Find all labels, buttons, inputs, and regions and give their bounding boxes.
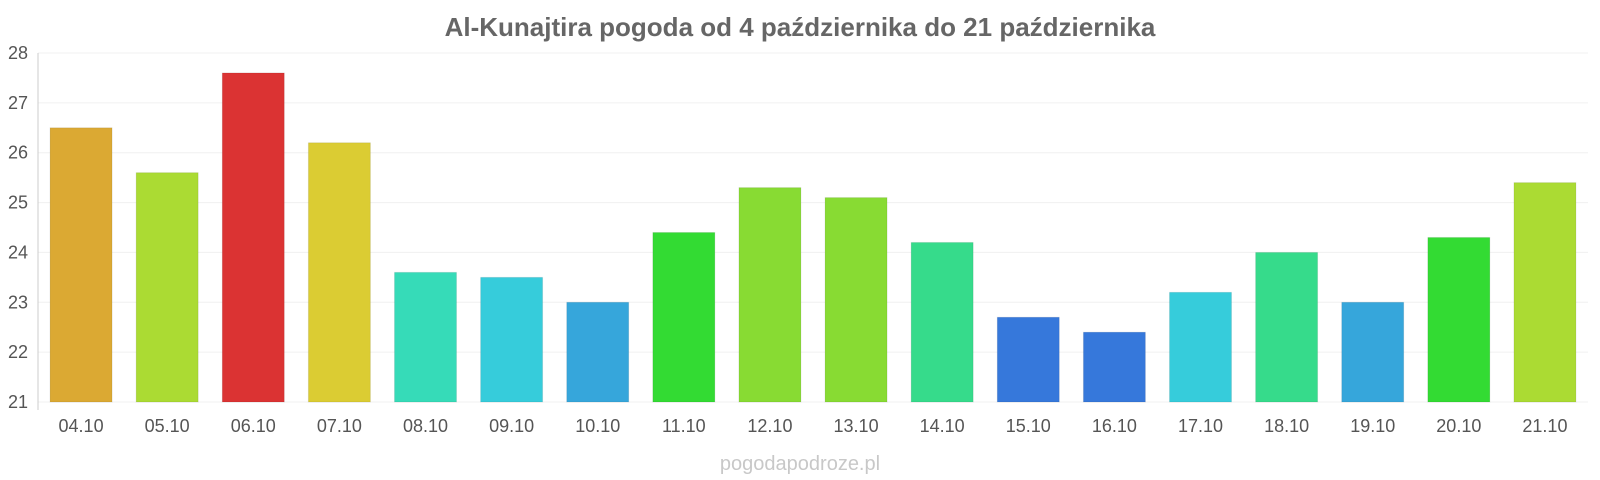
chart-title: Al-Kunajtira pogoda od 4 października do…	[445, 12, 1156, 42]
x-tick-label: 04.10	[59, 416, 104, 436]
x-tick-label: 07.10	[317, 416, 362, 436]
x-tick-label: 11.10	[662, 416, 706, 436]
x-axis: 04.10 05.10 06.10 07.10 08.10 09.10 10.10 11.10…	[59, 416, 1568, 436]
bar-12.10	[738, 187, 802, 403]
y-tick-label: 28	[8, 43, 28, 63]
bar-16.10	[1082, 331, 1146, 403]
bar-11.10	[652, 231, 716, 403]
x-tick-label: 18.10	[1264, 416, 1309, 436]
bar-17.10	[1169, 291, 1232, 403]
bar-19.10	[1341, 301, 1405, 403]
x-tick-label: 10.10	[575, 416, 620, 436]
x-tick-label: 09.10	[489, 416, 534, 436]
y-tick-label: 22	[8, 342, 28, 362]
bar-15.10	[996, 316, 1060, 403]
y-tick-label: 23	[8, 292, 28, 312]
x-tick-label: 08.10	[403, 416, 448, 436]
bar-07.10	[307, 142, 371, 403]
x-tick-label: 21.10	[1522, 416, 1567, 436]
bar-05.10	[135, 172, 199, 403]
y-tick-label: 24	[8, 242, 28, 262]
bar-18.10	[1255, 251, 1319, 403]
x-tick-label: 19.10	[1350, 416, 1395, 436]
bar-04.10	[49, 127, 113, 403]
bar-06.10	[221, 72, 285, 403]
bar-10.10	[566, 301, 630, 403]
y-tick-label: 27	[8, 93, 28, 113]
x-tick-label: 13.10	[834, 416, 879, 436]
x-tick-label: 06.10	[231, 416, 276, 436]
x-tick-label: 20.10	[1436, 416, 1481, 436]
x-tick-label: 12.10	[747, 416, 792, 436]
y-tick-label: 21	[8, 392, 28, 412]
x-tick-label: 14.10	[920, 416, 965, 436]
bar-08.10	[394, 271, 457, 403]
x-tick-label: 17.10	[1178, 416, 1223, 436]
x-tick-label: 16.10	[1092, 416, 1137, 436]
gridlines	[38, 52, 1588, 403]
y-tick-label: 26	[8, 143, 28, 163]
bar-14.10	[910, 241, 974, 403]
bar-21.10	[1513, 182, 1577, 403]
footer-watermark: pogodapodroze.pl	[720, 453, 880, 475]
y-tick-label: 25	[8, 193, 28, 213]
bar-13.10	[824, 197, 888, 403]
bars	[49, 72, 1577, 403]
y-axis: 21 22 23 24 25 26 27 28	[8, 43, 39, 412]
x-tick-label: 05.10	[145, 416, 190, 436]
bar-09.10	[480, 276, 544, 403]
x-tick-label: 15.10	[1006, 416, 1051, 436]
bar-20.10	[1427, 236, 1491, 403]
